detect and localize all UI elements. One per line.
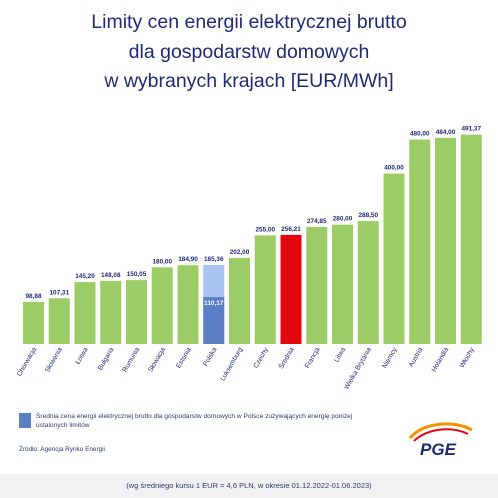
value-label-slowacja: 180,00 [152,258,172,265]
bar-austria [409,139,431,344]
chart-title: Limity cen energii elektrycznej brutto d… [0,8,498,97]
value-label-wielka-brytania: 288,50 [358,212,378,219]
category-label-estonia: Estonia [175,346,193,369]
value-label-francja: 274,85 [307,218,327,225]
category-label-rumunia: Rumunia [122,346,142,373]
bar-wlochy [460,134,482,344]
bar-holandia [435,137,456,344]
category-label-austria: Austria [408,346,425,368]
bar-lotwa [74,282,96,344]
bar-bulgaria [100,280,122,344]
bar-chart: 98,88 Chorwacja 107,31 Słowenia 145,20 Łotwa 1… [16,126,482,391]
bar-wielka-brytania [357,221,379,344]
bar-slowenia [48,298,70,344]
title-line-1: Limity cen energii elektrycznej brutto [91,11,407,33]
category-label-holandia: Holandia [431,346,451,373]
value-label-chorwacja: 98,88 [26,293,42,300]
value-label-slowenia: 107,31 [49,289,69,296]
value-label-holandia: 484,00 [436,129,456,136]
title-line-3: w wybranych krajach [EUR/MWh] [104,70,394,92]
category-label-slowenia: Słowenia [44,346,64,374]
bar-francja [306,226,328,344]
bar-luksemburg [229,257,250,344]
bar-chorwacja [23,301,44,344]
bar-rumunia [126,280,147,344]
category-label-chorwacja: Chorwacja [16,346,38,377]
bar-polska-average [203,297,225,344]
footer-note: (wg średniego kursu 1 EUR = 4,6 PLN, w o… [0,474,498,498]
value-label-srednia: 256,21 [281,226,301,233]
value-label-luksemburg: 202,00 [230,249,250,256]
category-label-wlochy: Włochy [459,346,477,369]
category-label-srednia: Średnia [276,345,296,370]
category-label-niemcy: Niemcy [381,346,399,370]
legend-text: Średnia cena energii elektrycznej brutto… [36,413,353,429]
bar-litwa [332,224,353,344]
value-label-bulgaria: 148,08 [101,272,121,279]
category-label-francja: Francja [304,346,322,369]
value-label-czechy: 255,00 [255,226,275,233]
value-label-rumunia: 150,05 [127,271,147,278]
bar-niemcy [383,173,405,344]
value-label-polska: 185,36 [204,256,224,263]
bar-czechy [254,235,276,344]
category-label-czechy: Czechy [253,346,271,370]
bar-estonia [177,265,199,344]
category-label-wielka-brytania: Wielka Brytania [343,346,373,391]
category-label-lotwa: Łotwa [75,346,90,365]
legend-swatch [19,413,31,428]
title-line-2: dla gospodarstw domowych [128,40,370,63]
value-label-austria: 480,00 [410,131,430,138]
value-label-polska-average: 110,17 [204,300,224,307]
category-label-slowacja: Słowacja [147,346,167,373]
category-label-litwa: Litwa [333,346,347,363]
bar-srednia [280,234,302,344]
value-label-lotwa: 145,20 [75,273,95,280]
pge-logo: PGE [408,422,473,459]
category-label-bulgaria: Bułgaria [97,346,116,371]
value-label-wlochy: 491,37 [461,126,481,133]
value-label-estonia: 184,90 [178,256,198,263]
logo-text: PGE [420,440,457,459]
source-note: Źródło: Agencja Rynku Energii [19,446,105,453]
value-label-litwa: 280,00 [333,216,353,223]
value-label-niemcy: 400,00 [384,165,404,172]
category-label-luksemburg: Luksemburg [219,346,244,382]
bar-slowacja [151,267,173,344]
category-label-polska: Polska [202,346,218,367]
